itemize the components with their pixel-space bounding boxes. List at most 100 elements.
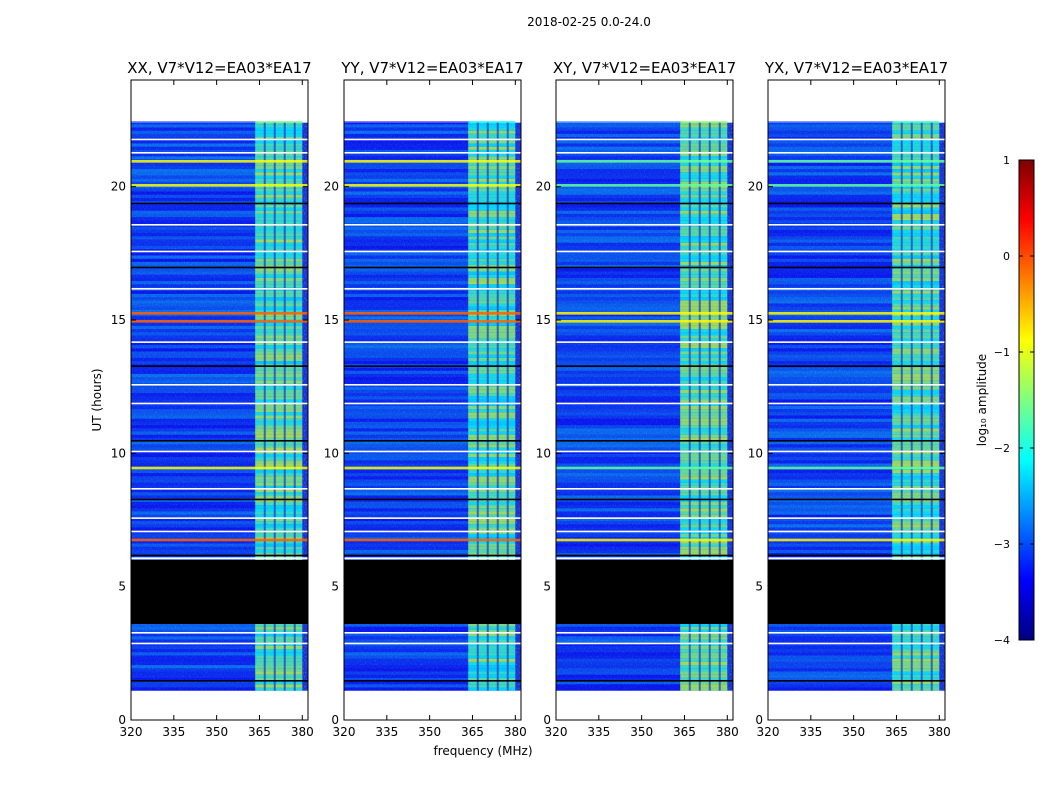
scan-gap	[556, 642, 733, 645]
rfi-band-row	[468, 658, 516, 662]
rfi-band-row	[255, 367, 303, 371]
time-row	[131, 194, 257, 198]
rfi-band-row	[892, 537, 940, 541]
time-row	[556, 639, 682, 643]
time-row	[344, 626, 470, 630]
rfi-band-row	[255, 309, 303, 314]
rfi-band-row	[680, 229, 728, 234]
scan-gap	[768, 138, 945, 141]
time-row	[344, 165, 470, 170]
scan-gap	[344, 498, 521, 501]
time-row	[344, 546, 470, 550]
time-row	[131, 252, 257, 256]
rfi-band-row	[255, 380, 303, 384]
time-row	[556, 229, 682, 234]
rfi-band-row	[892, 204, 940, 208]
time-row	[556, 133, 682, 138]
time-row	[768, 501, 894, 506]
rfi-band-row	[680, 165, 728, 170]
time-row	[344, 677, 470, 682]
scan-gap	[556, 138, 733, 141]
rfi-band-row	[680, 213, 728, 218]
scan-gap	[344, 530, 521, 533]
rfi-band-row	[892, 329, 940, 333]
rfi-channel-gap	[496, 122, 499, 691]
time-row	[556, 527, 682, 531]
time-row	[768, 489, 894, 493]
rfi-band-row	[680, 210, 728, 214]
rfi-band-row	[680, 437, 728, 442]
time-row	[768, 213, 894, 218]
scan-gap	[344, 632, 521, 634]
rfi-band-row	[892, 476, 940, 480]
rfi-band-row	[892, 661, 940, 666]
rfi-band-row	[255, 626, 303, 630]
rfi-band-row	[468, 482, 516, 486]
time-row	[344, 681, 470, 685]
time-row	[344, 453, 470, 458]
rfi-event	[556, 312, 733, 315]
time-row	[344, 133, 470, 138]
time-row	[768, 281, 894, 285]
rfi-band-row	[255, 169, 303, 173]
time-row	[131, 242, 257, 246]
rfi-band-row	[892, 687, 940, 691]
rfi-channel-gap	[930, 122, 933, 691]
time-row	[556, 313, 682, 317]
scan-gap	[344, 642, 521, 645]
time-row	[131, 530, 257, 534]
time-row	[768, 130, 894, 134]
rfi-band-row	[892, 261, 940, 266]
rfi-band-row	[468, 220, 516, 224]
rfi-band-row	[680, 677, 728, 682]
rfi-band-row	[468, 393, 516, 397]
rfi-band-row	[255, 517, 303, 522]
rfi-band-row	[892, 684, 940, 688]
rfi-band-row	[680, 530, 728, 534]
rfi-band-row	[468, 649, 516, 653]
rfi-band-row	[680, 130, 728, 134]
rfi-band-row	[892, 303, 940, 307]
rfi-band-row	[468, 645, 516, 650]
scan-gap	[556, 557, 733, 560]
rfi-band-row	[255, 213, 303, 218]
time-row	[344, 313, 470, 317]
time-row	[556, 137, 682, 141]
rfi-band-row	[892, 236, 940, 240]
time-row	[556, 540, 682, 544]
rfi-band-row	[892, 348, 940, 352]
rfi-band-row	[255, 172, 303, 176]
rfi-band-row	[255, 143, 303, 147]
scan-gap	[344, 224, 521, 226]
rfi-band-row	[255, 418, 303, 422]
time-row	[768, 681, 894, 685]
time-row	[344, 309, 470, 314]
time-row	[344, 639, 470, 643]
time-row	[768, 386, 894, 390]
y-tick-label: 10	[324, 446, 339, 460]
time-row	[768, 252, 894, 256]
rfi-band-row	[468, 284, 516, 288]
rfi-band-row	[255, 140, 303, 144]
time-row	[556, 549, 682, 554]
rfi-band-row	[892, 149, 940, 154]
rfi-band-row	[680, 492, 728, 496]
scan-gap	[131, 530, 308, 533]
time-row	[556, 335, 682, 339]
time-row	[768, 437, 894, 442]
rfi-band-row	[892, 335, 940, 339]
rfi-band-row	[680, 533, 728, 538]
panel-title: XY, V7*V12=EA03*EA17	[553, 59, 736, 77]
rfi-band-row	[892, 492, 940, 496]
time-row	[344, 495, 470, 499]
time-row	[768, 165, 894, 170]
time-row	[768, 639, 894, 643]
time-row	[131, 178, 257, 182]
time-row	[768, 191, 894, 195]
time-row	[131, 281, 257, 285]
time-row	[556, 290, 682, 294]
rfi-band-row	[892, 642, 940, 646]
rfi-band-row	[255, 313, 303, 317]
axes-frame	[130, 79, 309, 721]
rfi-band-row	[680, 495, 728, 499]
